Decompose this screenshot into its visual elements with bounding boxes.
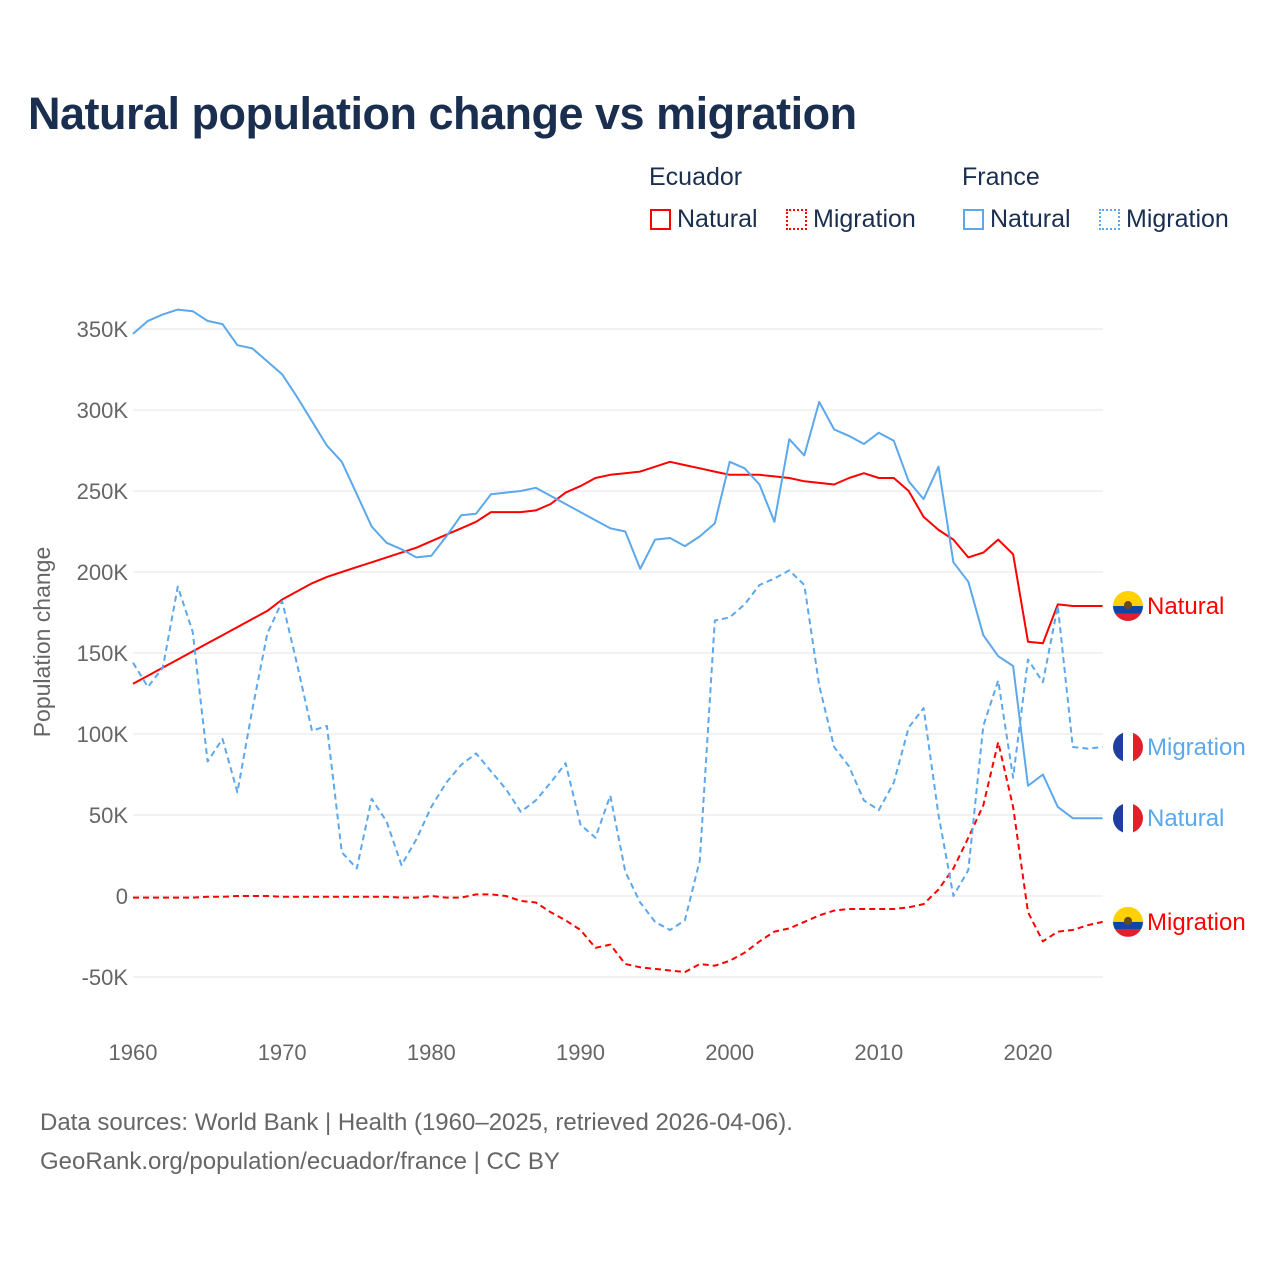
- x-tick-label: 2010: [854, 1040, 903, 1065]
- legend-france-natural[interactable]: Natural: [963, 205, 1071, 234]
- footer-source: Data sources: World Bank | Health (1960–…: [40, 1109, 793, 1136]
- france-natural-end-label: Natural: [1147, 805, 1224, 832]
- x-tick-label: 1980: [407, 1040, 456, 1065]
- legend-swatch-solid: [963, 209, 984, 230]
- y-tick-label: 0: [116, 884, 128, 909]
- y-tick-label: 300K: [77, 398, 129, 423]
- y-tick-label: -50K: [82, 965, 129, 990]
- france-migration-line: [132, 569, 1103, 931]
- legend-label: Migration: [1126, 205, 1229, 233]
- ecuador-flag-icon: [1113, 906, 1143, 937]
- ecuador-natural-end-label: Natural: [1147, 593, 1224, 620]
- y-tick-label: 350K: [77, 317, 129, 342]
- x-tick-label: 1960: [109, 1040, 158, 1065]
- legend-ecuador-migration[interactable]: Migration: [786, 205, 916, 234]
- chart-title: Natural population change vs migration: [28, 88, 857, 139]
- footer-link[interactable]: GeoRank.org/population/ecuador/france | …: [40, 1148, 560, 1175]
- ecuador-flag-icon: [1113, 591, 1143, 622]
- ecuador-migration-line: [133, 741, 1103, 974]
- x-tick-label: 1970: [258, 1040, 307, 1065]
- y-tick-label: 150K: [77, 641, 129, 666]
- legend-label: Natural: [677, 205, 758, 233]
- legend-swatch-solid: [650, 209, 671, 230]
- legend-group-ecuador: Ecuador: [649, 163, 743, 191]
- y-tick-label: 50K: [89, 803, 128, 828]
- y-tick-label: 250K: [77, 479, 129, 504]
- x-tick-label: 2020: [1004, 1040, 1053, 1065]
- y-tick-label: 100K: [77, 722, 129, 747]
- legend-swatch-dotted: [786, 209, 807, 230]
- ecuador-migration-end-label: Migration: [1147, 909, 1246, 936]
- legend-label: Natural: [990, 205, 1071, 233]
- france-flag-icon: [1113, 803, 1143, 834]
- x-tick-label: 1990: [556, 1040, 605, 1065]
- y-tick-label: 200K: [77, 560, 129, 585]
- legend-label: Migration: [813, 205, 916, 233]
- ecuador-natural-line: [132, 460, 1103, 685]
- x-tick-label: 2000: [705, 1040, 754, 1065]
- france-flag-icon: [1113, 731, 1143, 762]
- legend-swatch-dotted: [1099, 209, 1120, 230]
- france-migration-end-label: Migration: [1147, 734, 1246, 761]
- legend-france-migration[interactable]: Migration: [1099, 205, 1229, 234]
- legend-group-france: France: [962, 163, 1040, 191]
- y-axis-label: Population change: [29, 547, 55, 738]
- france-natural-line: [132, 308, 1103, 820]
- legend-ecuador-natural[interactable]: Natural: [650, 205, 758, 234]
